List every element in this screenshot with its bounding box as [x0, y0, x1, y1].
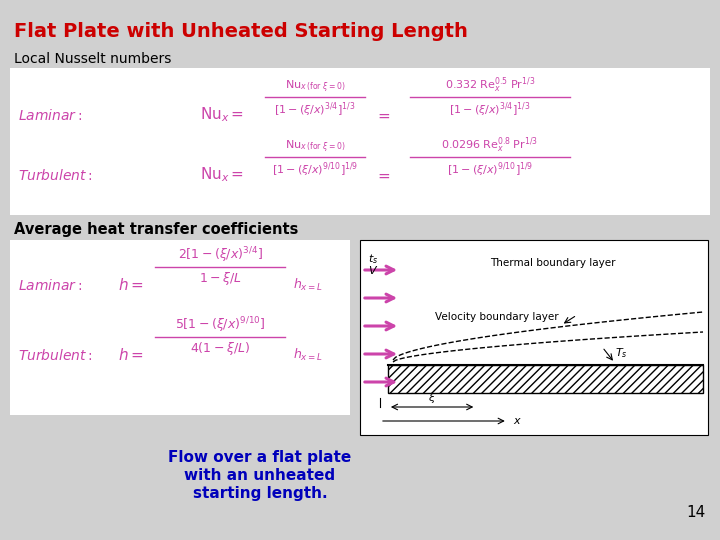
Text: $\mathit{Laminar:}$: $\mathit{Laminar:}$	[18, 278, 82, 293]
Text: with an unheated: with an unheated	[184, 468, 336, 483]
Text: $\mathrm{Nu}_{x\,(\mathrm{for}\;\xi=0)}$: $\mathrm{Nu}_{x\,(\mathrm{for}\;\xi=0)}$	[285, 139, 345, 155]
Text: $V$: $V$	[368, 264, 378, 276]
Text: $\mathit{Laminar:}$: $\mathit{Laminar:}$	[18, 107, 82, 123]
Text: $x$: $x$	[513, 416, 522, 426]
Text: $[1-(\xi/x)^{3/4}]^{1/3}$: $[1-(\xi/x)^{3/4}]^{1/3}$	[274, 100, 356, 119]
Text: $4(1-\xi/L)$: $4(1-\xi/L)$	[190, 340, 250, 357]
Text: $1-\xi/L$: $1-\xi/L$	[199, 270, 241, 287]
Text: $T_s$: $T_s$	[615, 346, 627, 360]
Text: $\mathrm{Nu}_{x\,(\mathrm{for}\;\xi=0)}$: $\mathrm{Nu}_{x\,(\mathrm{for}\;\xi=0)}$	[285, 79, 345, 95]
Bar	[10, 240, 350, 415]
Text: $0.332\;\mathrm{Re}_{x}^{0.5}\;\mathrm{Pr}^{1/3}$: $0.332\;\mathrm{Re}_{x}^{0.5}\;\mathrm{P…	[445, 76, 535, 95]
Text: 14: 14	[687, 505, 706, 520]
Text: Local Nusselt numbers: Local Nusselt numbers	[14, 52, 171, 66]
Bar	[388, 365, 703, 393]
Text: starting length.: starting length.	[193, 486, 328, 501]
Text: $\mathrm{Nu}_{x} =$: $\mathrm{Nu}_{x} =$	[200, 106, 244, 124]
Text: $[1-(\xi/x)^{9/10}]^{1/9}$: $[1-(\xi/x)^{9/10}]^{1/9}$	[272, 160, 358, 179]
Text: Thermal boundary layer: Thermal boundary layer	[490, 258, 616, 268]
Bar	[388, 365, 703, 393]
Text: $5[1-(\xi/x)^{9/10}]$: $5[1-(\xi/x)^{9/10}]$	[175, 315, 265, 335]
Bar	[360, 240, 708, 435]
Bar	[10, 68, 710, 215]
Text: $=$: $=$	[375, 167, 391, 183]
Text: Flat Plate with Unheated Starting Length: Flat Plate with Unheated Starting Length	[14, 22, 468, 41]
Text: $t_s$: $t_s$	[368, 252, 378, 266]
Text: $\mathit{Turbulent:}$: $\mathit{Turbulent:}$	[18, 348, 93, 362]
Text: Velocity boundary layer: Velocity boundary layer	[435, 312, 559, 322]
Text: $h =$: $h =$	[118, 277, 144, 293]
Text: $[1-(\xi/x)^{3/4}]^{1/3}$: $[1-(\xi/x)^{3/4}]^{1/3}$	[449, 100, 531, 119]
Text: $h =$: $h =$	[118, 347, 144, 363]
Text: $h_{x=L}$: $h_{x=L}$	[293, 277, 323, 293]
Text: $h_{x=L}$: $h_{x=L}$	[293, 347, 323, 363]
Text: $2[1-(\xi/x)^{3/4}]$: $2[1-(\xi/x)^{3/4}]$	[178, 245, 262, 265]
Text: $\mathit{Turbulent:}$: $\mathit{Turbulent:}$	[18, 167, 93, 183]
Text: Average heat transfer coefficients: Average heat transfer coefficients	[14, 222, 298, 237]
Text: $\xi$: $\xi$	[428, 391, 436, 405]
Text: $\mathrm{Nu}_{x} =$: $\mathrm{Nu}_{x} =$	[200, 166, 244, 184]
Text: $=$: $=$	[375, 107, 391, 123]
Text: Flow over a flat plate: Flow over a flat plate	[168, 450, 351, 465]
Text: $0.0296\;\mathrm{Re}_{x}^{0.8}\;\mathrm{Pr}^{1/3}$: $0.0296\;\mathrm{Re}_{x}^{0.8}\;\mathrm{…	[441, 136, 539, 155]
Text: $[1-(\xi/x)^{9/10}]^{1/9}$: $[1-(\xi/x)^{9/10}]^{1/9}$	[447, 160, 533, 179]
